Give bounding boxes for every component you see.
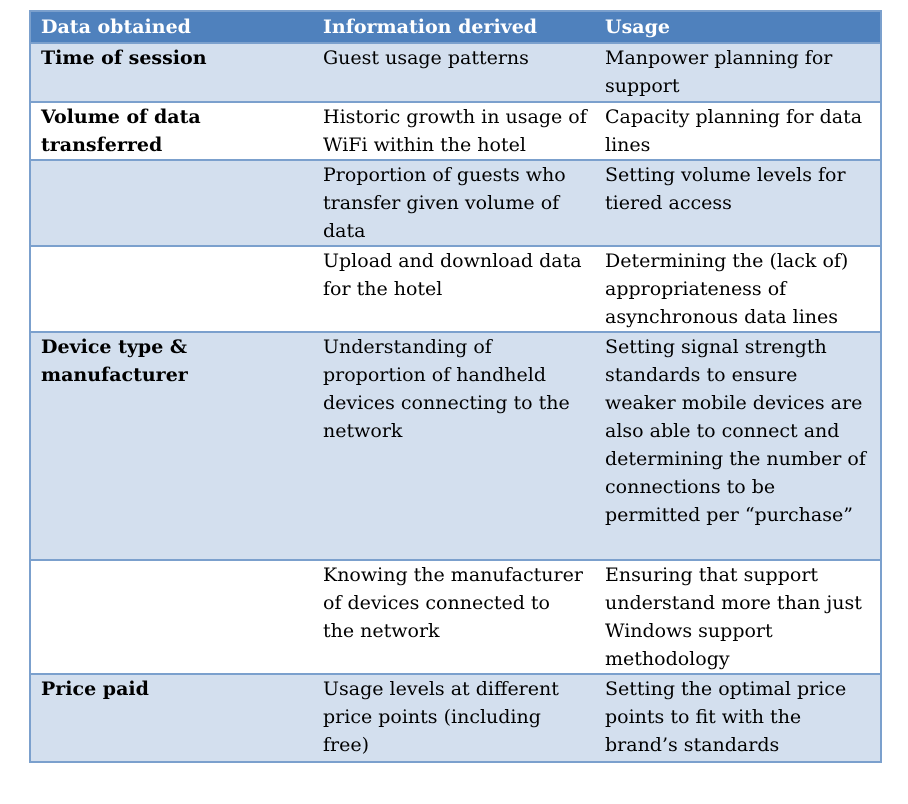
data-usage-table: Data obtained Information derived Usage … — [29, 10, 882, 763]
cell-usage: Capacity planning for data lines — [605, 106, 863, 156]
cell-information-derived: Proportion of guests who transfer given … — [313, 160, 595, 246]
cell-usage: Ensuring that support understand more th… — [605, 564, 862, 670]
cell-information-derived: Upload and download data for the hotel — [323, 250, 582, 300]
table-row: Knowing the manufacturer of devices conn… — [30, 560, 881, 674]
cell-data-obtained: Time of session — [30, 43, 313, 102]
cell-data-obtained: Volume of data transferred — [41, 106, 201, 156]
header-usage: Usage — [595, 11, 881, 43]
cell-usage: Setting volume levels for tiered access — [595, 160, 881, 246]
table-row: Device type & manufacturer Understanding … — [30, 332, 881, 560]
table-row: Proportion of guests who transfer given … — [30, 160, 881, 246]
cell-information-derived: Historic growth in usage of WiFi within … — [323, 106, 587, 156]
cell-information-derived: Knowing the manufacturer of devices conn… — [323, 564, 583, 642]
cell-data-obtained — [30, 560, 313, 674]
cell-usage: Manpower planning for support — [595, 43, 881, 102]
header-row: Data obtained Information derived Usage — [30, 11, 881, 43]
table-row: Upload and download data for the hotel De… — [30, 246, 881, 332]
cell-usage: Setting signal strength standards to ens… — [595, 332, 881, 560]
cell-data-obtained: Device type & manufacturer — [30, 332, 313, 560]
cell-usage: Determining the (lack of) appropriatenes… — [605, 250, 849, 328]
cell-data-obtained — [30, 246, 313, 332]
cell-data-obtained — [30, 160, 313, 246]
header-information-derived: Information derived — [313, 11, 595, 43]
header-data-obtained: Data obtained — [30, 11, 313, 43]
cell-information-derived: Usage levels at different price points (… — [313, 674, 595, 762]
table-row: Price paid Usage levels at different pric… — [30, 674, 881, 762]
cell-information-derived: Understanding of proportion of handheld … — [313, 332, 595, 560]
cell-information-derived: Guest usage patterns — [313, 43, 595, 102]
table-row: Volume of data transferred Historic growt… — [30, 102, 881, 160]
cell-usage: Setting the optimal price points to fit … — [595, 674, 881, 762]
table-row: Time of session Guest usage patterns Manpo… — [30, 43, 881, 102]
cell-data-obtained: Price paid — [30, 674, 313, 762]
